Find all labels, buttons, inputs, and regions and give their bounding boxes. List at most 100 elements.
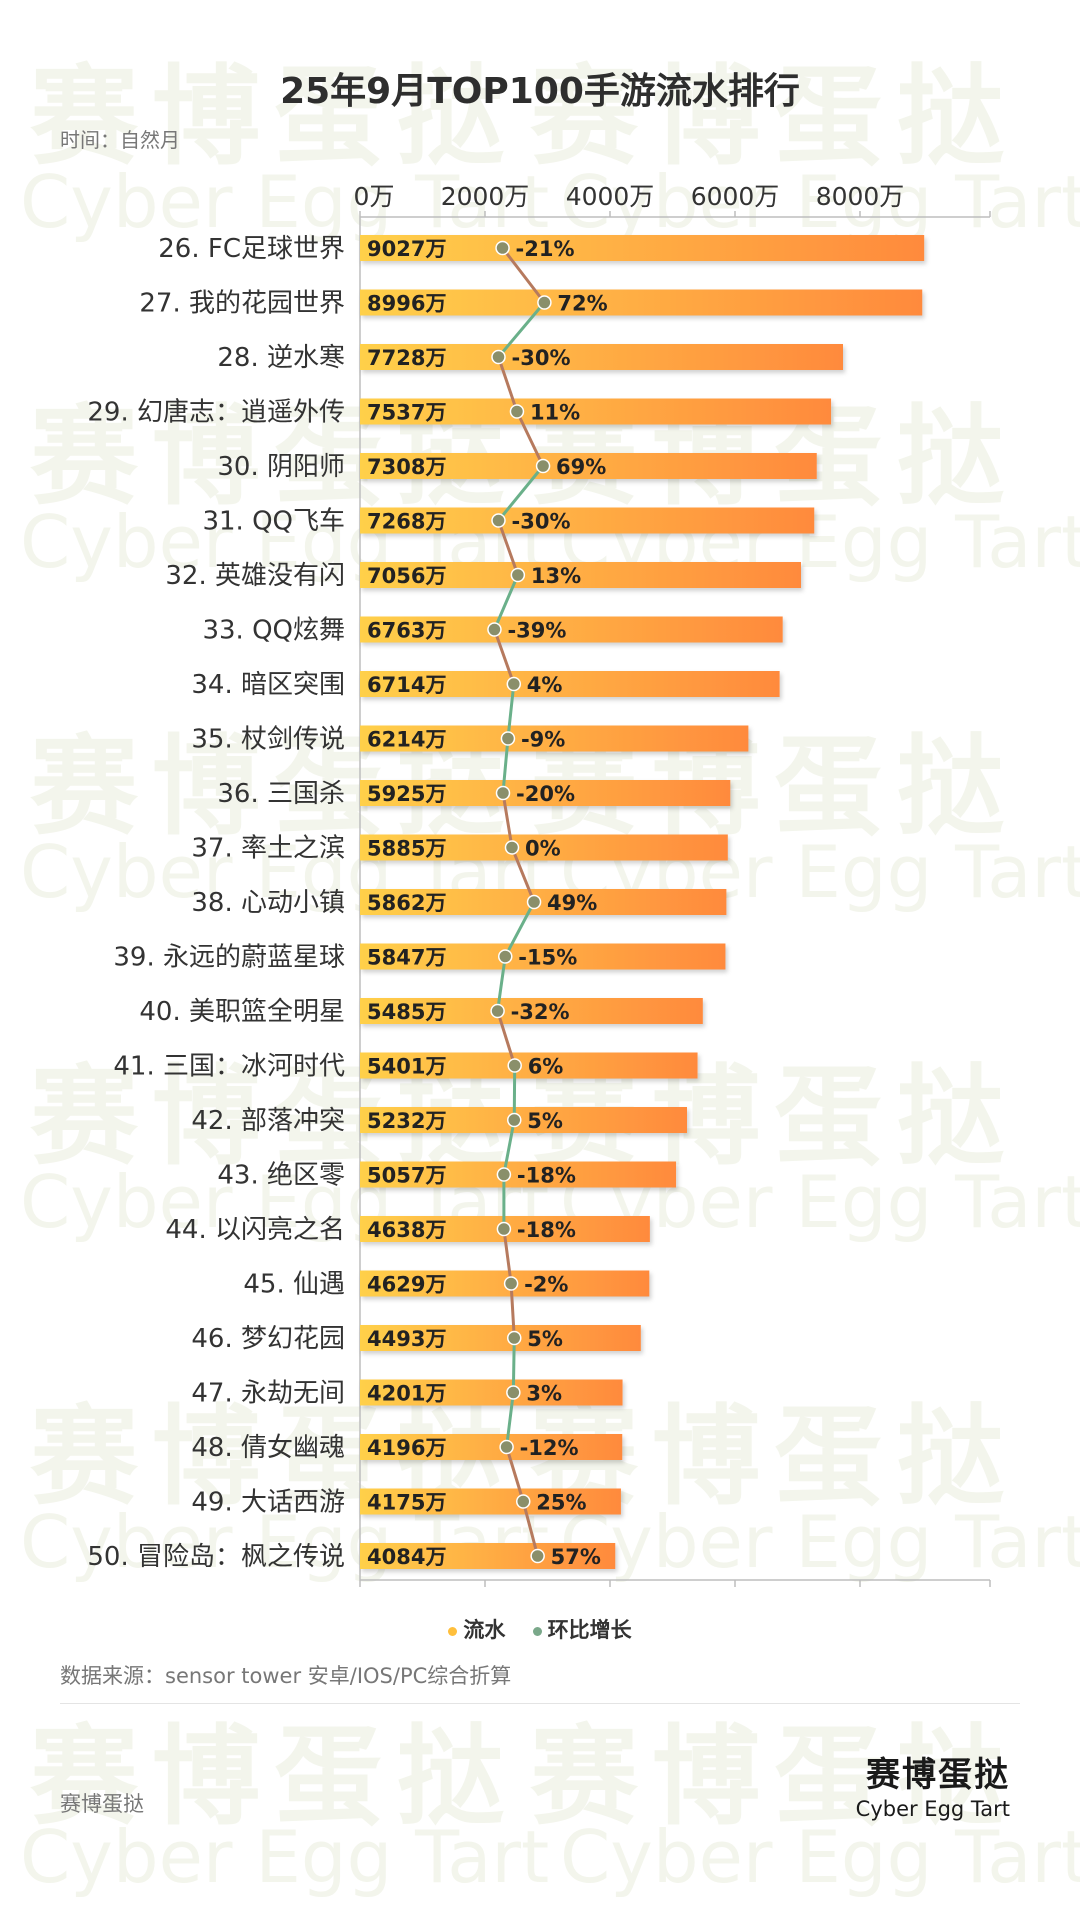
growth-point xyxy=(516,1494,531,1509)
growth-point xyxy=(526,894,542,910)
growth-point xyxy=(487,622,502,637)
category-label: 29. 幻唐志：逍遥外传 xyxy=(87,398,345,428)
growth-point xyxy=(510,567,526,583)
category-label: 30. 阴阳师 xyxy=(217,452,345,482)
chart-title: 25年9月TOP100手游流水排行 xyxy=(280,71,800,112)
bar-value-label: 5847万 xyxy=(367,946,446,970)
growth-point xyxy=(507,1112,522,1128)
growth-line-segment xyxy=(502,1227,513,1285)
growth-point xyxy=(495,785,511,801)
bar xyxy=(360,671,780,697)
growth-point xyxy=(509,404,525,419)
bar xyxy=(360,1379,623,1406)
growth-point xyxy=(503,1276,519,1291)
growth-value-label: -39% xyxy=(507,619,566,643)
watermark-en: Cyber Egg Tart xyxy=(20,1815,550,1899)
bar xyxy=(360,943,726,970)
growth-point xyxy=(507,1330,522,1346)
growth-line-segment xyxy=(502,1118,516,1176)
bar-value-label: 9027万 xyxy=(367,237,446,261)
bar-value-label: 4493万 xyxy=(367,1327,446,1351)
bar-value-label: 7728万 xyxy=(367,346,446,370)
growth-point xyxy=(496,1167,512,1182)
bar-value-label: 4201万 xyxy=(367,1382,446,1406)
logo-text-en: Cyber Egg Tart xyxy=(855,1797,1010,1821)
growth-line-segment xyxy=(501,737,510,795)
growth-line-segment xyxy=(497,519,520,577)
category-label: 35. 杖剑传说 xyxy=(191,725,345,755)
bar-chart: 0万 2000万 4000万 6000万 8000万 26. FC足球世界 9027万 27… xyxy=(87,182,991,1587)
legend-item-bar: 流水 xyxy=(448,1614,505,1644)
category-label: 43. 绝区零 xyxy=(217,1161,345,1191)
growth-point xyxy=(504,840,520,855)
category-label: 40. 美职篮全明星 xyxy=(139,997,345,1027)
growth-point xyxy=(530,1548,545,1564)
bar-value-label: 5232万 xyxy=(367,1109,446,1133)
category-label: 33. QQ炫舞 xyxy=(202,616,345,646)
growth-value-label: 13% xyxy=(531,564,581,588)
growth-line-segment xyxy=(496,955,507,1013)
bar-value-label: 5057万 xyxy=(367,1164,446,1188)
category-label: 42. 部落冲突 xyxy=(191,1106,345,1136)
watermark-en: Cyber Egg Tart xyxy=(560,1815,1080,1899)
growth-point xyxy=(500,731,516,746)
growth-line-segment xyxy=(503,900,536,958)
category-label: 34. 暗区突围 xyxy=(191,670,345,700)
growth-line-segment xyxy=(501,246,546,304)
growth-line-segment xyxy=(510,846,536,904)
bar-value-label: 5862万 xyxy=(367,891,446,915)
x-tick-label: 2000万 xyxy=(441,182,530,211)
growth-line-segment xyxy=(501,791,514,849)
bar-value-label: 4084万 xyxy=(367,1545,446,1569)
growth-value-label: -2% xyxy=(524,1273,568,1297)
logo: 赛博蛋挞 Cyber Egg Tart xyxy=(856,1755,1010,1823)
growth-value-label: -18% xyxy=(517,1164,576,1188)
growth-line-segment xyxy=(492,628,516,686)
bar-value-label: 5485万 xyxy=(367,1000,446,1024)
bar-value-label: 7056万 xyxy=(367,564,446,588)
growth-value-label: -30% xyxy=(512,510,571,534)
category-label: 44. 以闪亮之名 xyxy=(165,1215,345,1245)
growth-value-label: 3% xyxy=(526,1382,562,1406)
x-tick-label: 0万 xyxy=(354,182,395,211)
growth-value-label: 69% xyxy=(556,455,606,479)
growth-point xyxy=(490,1003,505,1019)
growth-value-label: 72% xyxy=(557,292,607,316)
chart-legend: 流水 环比增长 xyxy=(0,1614,1080,1644)
growth-point xyxy=(495,240,510,256)
growth-value-label: -15% xyxy=(518,946,577,970)
bar-value-label: 6763万 xyxy=(367,619,446,643)
chart-subtitle: 时间：自然月 xyxy=(60,128,180,152)
bar xyxy=(360,344,843,370)
growth-point xyxy=(498,949,513,964)
bar xyxy=(360,1052,698,1079)
bar xyxy=(360,616,783,643)
bar-value-label: 7268万 xyxy=(367,510,446,534)
bar xyxy=(360,398,832,425)
growth-point xyxy=(491,513,506,528)
bar xyxy=(360,1107,687,1133)
bar xyxy=(360,1434,623,1460)
growth-line-segment xyxy=(506,682,516,740)
bar xyxy=(360,289,923,316)
category-label: 47. 永劫无间 xyxy=(191,1379,345,1409)
bar xyxy=(360,889,727,915)
bar xyxy=(360,453,817,479)
divider xyxy=(60,1703,1020,1704)
growth-point xyxy=(537,295,552,310)
bar-value-label: 7537万 xyxy=(367,401,446,425)
growth-point xyxy=(507,1058,522,1073)
bar-value-label: 4196万 xyxy=(367,1436,446,1460)
growth-point xyxy=(506,676,522,692)
category-label: 45. 仙遇 xyxy=(243,1270,345,1300)
footer-brand: 赛博蛋挞 xyxy=(60,1792,144,1816)
bar-value-label: 6714万 xyxy=(367,673,446,697)
growth-value-label: 5% xyxy=(527,1327,563,1351)
bar-value-label: 4175万 xyxy=(367,1491,446,1515)
category-label: 28. 逆水寒 xyxy=(217,343,345,373)
bar xyxy=(360,998,703,1024)
bar xyxy=(360,834,728,861)
legend-dot-icon xyxy=(448,1626,458,1636)
legend-dot-icon xyxy=(532,1626,542,1636)
growth-value-label: 5% xyxy=(527,1109,563,1133)
